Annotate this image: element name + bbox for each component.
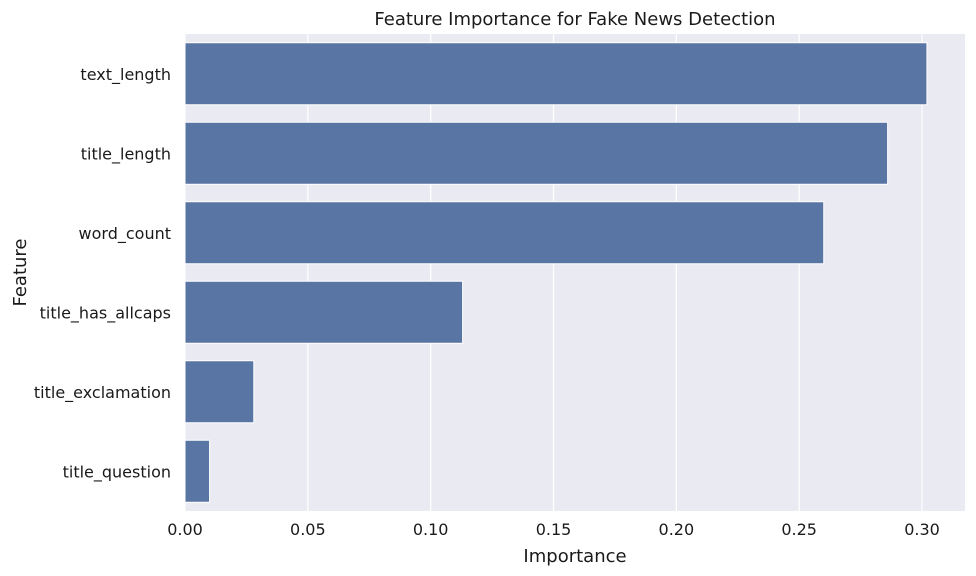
bar-title-question xyxy=(184,439,211,503)
x-tick-label: 0.10 xyxy=(413,520,449,539)
x-axis-label: Importance xyxy=(523,546,626,567)
bar-title-length xyxy=(184,121,889,185)
x-tick-label: 0.25 xyxy=(781,520,817,539)
bar-word-count xyxy=(184,201,825,265)
bar-text-length xyxy=(184,42,928,106)
y-tick-label: text_length xyxy=(80,65,171,85)
x-tick-label: 0.00 xyxy=(167,520,203,539)
y-tick-label: word_count xyxy=(79,224,171,244)
plot-area xyxy=(185,34,965,511)
y-tick-label: title_length xyxy=(81,144,171,164)
y-tick-label: title_has_allcaps xyxy=(40,303,171,323)
x-tick-labels: 0.00 0.05 0.10 0.15 0.20 0.25 0.30 xyxy=(167,520,940,539)
x-tick-label: 0.05 xyxy=(290,520,326,539)
bars xyxy=(184,42,928,503)
chart-title: Feature Importance for Fake News Detecti… xyxy=(374,9,775,30)
x-tick-label: 0.15 xyxy=(536,520,572,539)
x-tick-label: 0.20 xyxy=(659,520,695,539)
bar-title-exclamation xyxy=(184,360,255,424)
y-tick-labels: text_length title_length word_count title_h… xyxy=(34,65,171,483)
bar-title-has-allcaps xyxy=(184,280,464,344)
y-tick-label: title_exclamation xyxy=(34,383,171,403)
y-tick-label: title_question xyxy=(63,462,171,482)
y-axis-label: Feature xyxy=(10,238,31,306)
x-tick-label: 0.30 xyxy=(904,520,940,539)
grid-lines xyxy=(184,34,923,511)
